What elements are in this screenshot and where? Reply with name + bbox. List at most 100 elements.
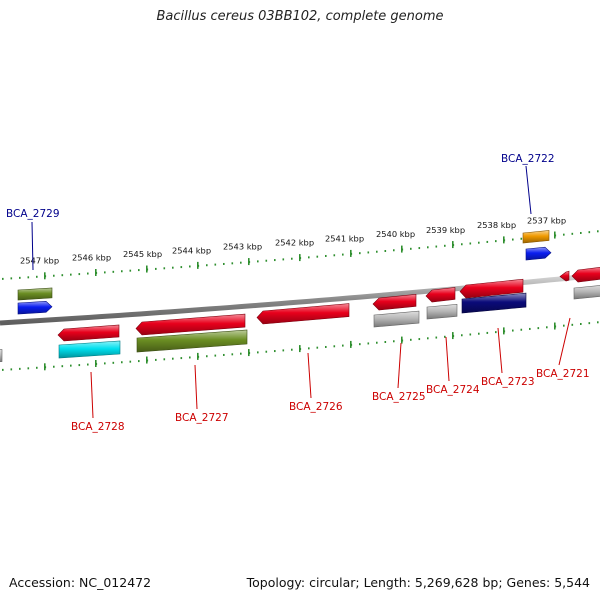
minor-tick — [129, 269, 132, 272]
major-tick — [452, 241, 454, 249]
minor-tick — [138, 269, 140, 272]
minor-tick — [367, 342, 370, 345]
minor-tick — [571, 323, 574, 326]
minor-tick — [155, 267, 157, 270]
minor-tick — [486, 240, 489, 243]
minor-tick — [478, 332, 480, 335]
major-tick — [401, 336, 403, 344]
minor-tick — [10, 277, 13, 280]
gene-label: BCA_2726 — [289, 401, 343, 413]
minor-tick — [10, 368, 13, 371]
minor-tick — [571, 232, 574, 235]
upper-scale-ruler — [2, 230, 599, 280]
gene-arrow-bca-2729 — [17, 300, 53, 315]
minor-tick — [308, 256, 310, 259]
scale-tick-label: 2544 kbp — [172, 245, 211, 255]
major-tick — [554, 231, 556, 239]
minor-tick — [223, 262, 225, 265]
gene-arrow-bca-2721 — [571, 267, 600, 283]
gene-label: BCA_2724 — [426, 384, 480, 396]
minor-tick — [461, 334, 463, 337]
minor-tick — [597, 230, 599, 233]
minor-tick — [282, 349, 285, 352]
gene-bar-bca-2729-domain — [17, 287, 53, 301]
major-tick — [401, 245, 403, 253]
minor-tick — [240, 261, 242, 264]
minor-tick — [384, 341, 387, 344]
minor-tick — [19, 276, 21, 279]
major-tick — [146, 265, 148, 273]
major-tick — [95, 268, 97, 276]
scale-tick-label: 2541 kbp — [325, 233, 364, 243]
minor-tick — [563, 233, 565, 236]
gene-bar-bca-2722-domain — [522, 230, 550, 244]
gene-label-leader — [445, 336, 450, 382]
gene-label: BCA_2727 — [175, 412, 229, 424]
map-title: Bacillus cereus 03BB102, complete genome — [156, 9, 444, 24]
minor-tick — [435, 245, 438, 248]
minor-tick — [206, 355, 208, 358]
minor-tick — [27, 276, 30, 279]
gene-label: BCA_2725 — [372, 391, 426, 403]
minor-tick — [588, 231, 591, 234]
minor-tick — [418, 338, 421, 341]
major-tick — [350, 340, 352, 348]
minor-tick — [376, 250, 378, 253]
gene-arrow-bca-2723 — [459, 278, 524, 299]
scale-tick-label: 2546 kbp — [72, 252, 111, 262]
major-tick — [248, 258, 250, 266]
major-tick — [503, 327, 505, 335]
minor-tick — [2, 368, 4, 371]
gene-bar-bca-2723-domain — [461, 292, 527, 314]
minor-tick — [172, 266, 174, 269]
gene-label: BCA_2723 — [481, 376, 535, 388]
minor-tick — [104, 271, 106, 274]
scale-tick-label: 2540 kbp — [376, 229, 415, 239]
minor-tick — [214, 354, 217, 357]
gene-bar-bca-2727-domain — [136, 329, 248, 353]
gene-label-leader — [307, 352, 312, 399]
minor-tick — [87, 363, 89, 366]
minor-tick — [155, 358, 157, 361]
scale-tick-label: 2539 kbp — [426, 225, 465, 235]
gene-bar-bca-2721-domain — [573, 285, 600, 300]
gene-arrow-bca-2724 — [425, 287, 456, 303]
gene-arrow-bca-2727 — [135, 313, 246, 336]
minor-tick — [529, 327, 531, 330]
minor-tick — [112, 361, 115, 364]
minor-tick — [163, 358, 166, 361]
minor-tick — [342, 253, 344, 256]
major-tick — [299, 345, 301, 353]
gene-arrow-bca-2725 — [372, 293, 417, 311]
minor-tick — [588, 322, 591, 325]
major-tick — [44, 363, 46, 371]
minor-tick — [461, 243, 463, 246]
major-tick — [299, 254, 301, 262]
minor-tick — [265, 350, 268, 353]
minor-tick — [163, 267, 166, 270]
minor-tick — [27, 367, 30, 370]
minor-tick — [19, 367, 21, 370]
scale-tick-label: 2545 kbp — [123, 249, 162, 259]
gene-arrow-bca-2728 — [57, 324, 120, 342]
minor-tick — [112, 270, 115, 273]
scale-tick-label: 2547 kbp — [20, 256, 59, 266]
minor-tick — [78, 273, 81, 276]
minor-tick — [410, 338, 412, 341]
minor-tick — [333, 254, 336, 257]
minor-tick — [257, 260, 259, 263]
gene-bar-edge-stub — [0, 349, 3, 363]
gene-label: BCA_2721 — [536, 368, 590, 380]
minor-tick — [189, 356, 191, 359]
minor-tick — [342, 344, 344, 347]
minor-tick — [359, 252, 361, 255]
minor-tick — [546, 326, 548, 329]
minor-tick — [520, 328, 523, 331]
minor-tick — [231, 262, 234, 265]
minor-tick — [121, 361, 123, 364]
minor-tick — [70, 364, 72, 367]
accession-text: Accession: NC_012472 — [9, 575, 152, 590]
minor-tick — [172, 357, 174, 360]
gene-label-leader — [497, 327, 503, 374]
minor-tick — [410, 247, 412, 250]
